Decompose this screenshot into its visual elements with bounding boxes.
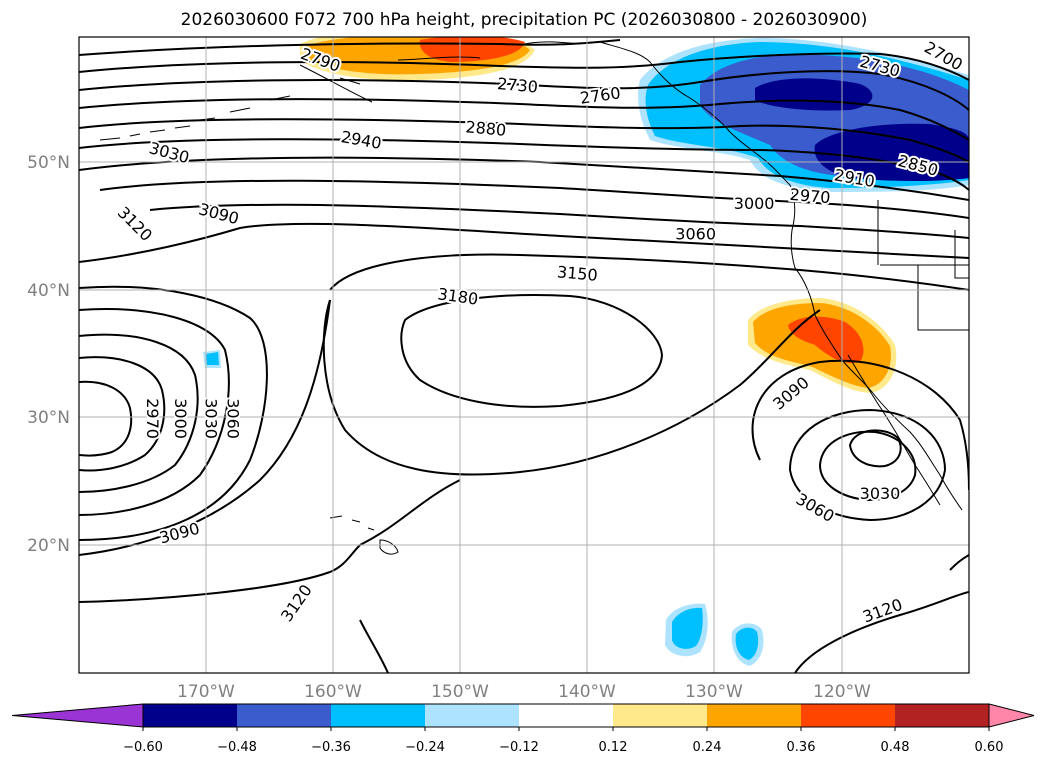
lon-label-150w: 150°W [431,682,489,702]
contour-line [79,308,230,516]
colorbar-tick-label: −0.60 [123,740,163,755]
contour-line [359,479,461,546]
colorbar-tick-label: −0.48 [217,740,257,755]
colorbar-segment [801,704,896,727]
contour-line [79,39,621,56]
coastline-hawaii [329,515,399,555]
lon-label-170w: 170°W [177,682,235,702]
border-lines [877,200,969,331]
colorbar-segment [143,704,238,727]
contour-label: 2970 [789,185,831,207]
colorbar-segment [519,704,614,727]
contour-line [79,299,331,556]
contour-line [79,98,969,141]
lat-label-40n: 40°N [27,281,70,301]
lat-label-30n: 30°N [27,408,70,428]
contour-line [79,380,133,457]
colorbar-extend-min [11,703,144,728]
contour-line [751,359,969,491]
contour-line [99,179,969,219]
colorbar-tick-label: −0.12 [499,740,539,755]
precip-negative-s1 [672,607,703,649]
lat-label-20n: 20°N [27,536,70,556]
lat-label-50n: 50°N [27,153,70,173]
contour-label: 3060 [675,225,716,244]
contour-label: 3030 [860,484,901,503]
contour-line [794,591,969,673]
colorbar: −0.60 −0.48 −0.36 −0.24 −0.12 0.12 0.24 0.36 0.4… [11,703,1035,755]
contour-line [79,285,268,541]
contour-line [79,70,969,111]
contour-line [79,118,969,163]
contour-line [949,554,969,571]
colorbar-segment [895,704,990,727]
contour-line [359,619,389,673]
contour-line [79,138,969,191]
colorbar-segment [237,704,332,727]
graticule [79,37,969,673]
contour-label: 3060 [223,398,242,439]
contour-label: 2730 [497,74,539,96]
contour-line [818,430,917,502]
contour-line [79,544,361,603]
colorbar-tick-label: 0.36 [787,740,816,755]
lon-label-140w: 140°W [558,682,616,702]
map-frame [78,36,970,674]
contour-line [329,253,969,291]
contour-label: 2880 [465,117,507,139]
contour-line [848,429,902,468]
colorbar-tick-label: 0.48 [881,740,910,755]
colorbar-tick-label: 0.24 [693,740,722,755]
lon-label-160w: 160°W [304,682,362,702]
lon-label-130w: 130°W [685,682,743,702]
contour-label: 3000 [171,398,190,439]
precip-positive-ca-core [788,316,864,364]
colorbar-tick-label: 0.12 [599,740,628,755]
precip-negative-ne-core2 [814,123,969,181]
colorbar-segment [613,704,708,727]
contour-label: 3180 [436,284,479,308]
contour-line [400,294,664,408]
lon-label-120w: 120°W [813,682,871,702]
colorbar-segment [425,704,520,727]
colorbar-extend-max [988,703,1035,728]
height-contour-layer [79,39,969,673]
contour-line [322,299,821,476]
contour-line [79,222,969,263]
colorbar-segment [707,704,802,727]
colorbar-tick-label: 0.60 [975,740,1004,755]
colorbar-tick-label: −0.36 [311,740,351,755]
coastline-northwest-america [599,41,963,511]
coastline-baja-california [847,354,941,506]
contour-label: 3000 [734,194,775,213]
contour-line [149,203,969,239]
precip-negative-s2 [735,627,759,660]
colorbar-outline [142,703,990,728]
chart-title: 2026030600 F072 700 hPa height, precipit… [181,10,868,30]
contour-line [79,356,166,472]
colorbar-tick-label: −0.24 [405,740,445,755]
contour-label: 2970 [143,398,162,439]
contour-label: 3030 [202,398,221,439]
latitude-labels: 50°N 40°N 30°N 20°N [27,153,70,556]
longitude-labels: 170°W 160°W 150°W 140°W 130°W 120°W [177,682,871,702]
contour-line [79,52,969,81]
contour-label: 3150 [556,262,598,284]
contour-line [79,156,969,201]
colorbar-segment [331,704,426,727]
precip-negative-w [206,352,219,365]
